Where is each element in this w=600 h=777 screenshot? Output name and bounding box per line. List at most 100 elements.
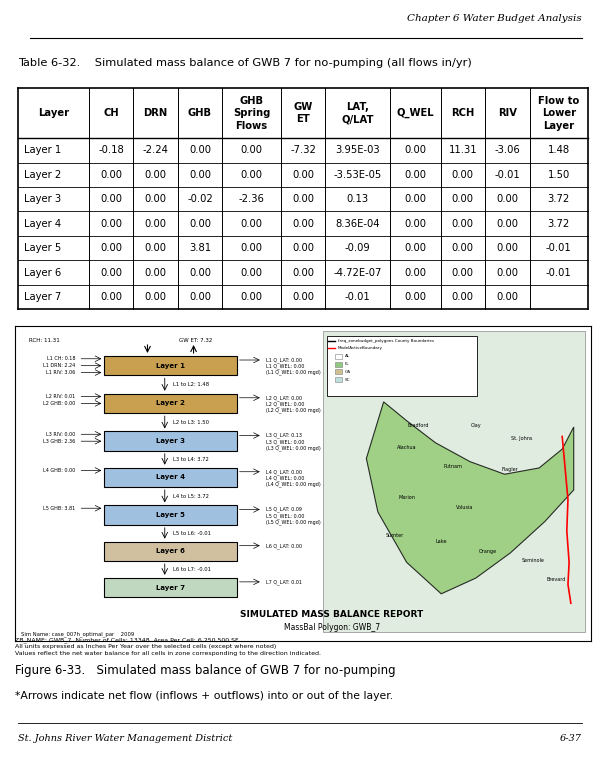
Text: 0.00: 0.00 [145, 243, 166, 253]
Text: Putnam: Putnam [443, 464, 462, 469]
Text: 0.13: 0.13 [347, 194, 368, 204]
Text: L1 CH: 0.18: L1 CH: 0.18 [47, 356, 76, 361]
Text: Layer 3: Layer 3 [23, 194, 61, 204]
Text: L6 to L7: -0.01: L6 to L7: -0.01 [173, 567, 211, 572]
Text: Layer 2: Layer 2 [23, 169, 61, 179]
Text: -0.02: -0.02 [187, 194, 213, 204]
Text: 0.00: 0.00 [241, 292, 262, 302]
Text: LAT,
Q/LAT: LAT, Q/LAT [341, 102, 374, 124]
Text: 0.00: 0.00 [404, 219, 427, 228]
Text: Layer 4: Layer 4 [156, 475, 185, 480]
Text: L4 Q_WEL: 0.00: L4 Q_WEL: 0.00 [266, 476, 304, 481]
Text: 0.00: 0.00 [496, 194, 518, 204]
Text: ZB_NAME: GWB_7  Number of Cells: 13348  Area Per Cell: 6,250,500 SF
All units ex: ZB_NAME: GWB_7 Number of Cells: 13348 Ar… [15, 637, 321, 656]
Text: (L5 Q_WEL: 0.00 mgd): (L5 Q_WEL: 0.00 mgd) [266, 519, 320, 525]
Text: 0.00: 0.00 [145, 268, 166, 277]
Text: GW ET: 7.32: GW ET: 7.32 [179, 338, 212, 343]
Text: -0.01: -0.01 [546, 243, 572, 253]
Text: -0.01: -0.01 [345, 292, 371, 302]
Text: L5 to L6: -0.01: L5 to L6: -0.01 [173, 531, 211, 536]
Text: 0.00: 0.00 [404, 268, 427, 277]
Text: RIV: RIV [498, 108, 517, 118]
Text: (L3 Q_WEL: 0.00 mgd): (L3 Q_WEL: 0.00 mgd) [266, 445, 320, 451]
Text: 0.00: 0.00 [292, 268, 314, 277]
Text: L1 DRN: 2.24: L1 DRN: 2.24 [43, 363, 76, 368]
Text: 0.00: 0.00 [496, 243, 518, 253]
Text: L1 Q_WEL: 0.00: L1 Q_WEL: 0.00 [266, 364, 304, 369]
Text: -7.32: -7.32 [290, 145, 316, 155]
Text: 0.00: 0.00 [404, 194, 427, 204]
Text: 1.48: 1.48 [548, 145, 570, 155]
Text: Layer 7: Layer 7 [156, 584, 185, 591]
Text: -0.09: -0.09 [345, 243, 371, 253]
Text: 0.00: 0.00 [404, 243, 427, 253]
Bar [335, 369, 341, 375]
Text: Layer 4: Layer 4 [23, 219, 61, 228]
Text: L2 RIV: 0.01: L2 RIV: 0.01 [46, 394, 76, 399]
Text: 0.00: 0.00 [100, 219, 122, 228]
Polygon shape [367, 402, 574, 594]
Text: Brevard: Brevard [547, 577, 566, 582]
Text: RCH: 11.31: RCH: 11.31 [29, 338, 60, 343]
Text: 0.00: 0.00 [241, 219, 262, 228]
Text: L2 to L3: 1.50: L2 to L3: 1.50 [173, 420, 209, 425]
Text: L4 Q_LAT: 0.00: L4 Q_LAT: 0.00 [266, 469, 302, 475]
Text: L1 RIV: 3.06: L1 RIV: 3.06 [46, 370, 76, 375]
Text: 0.00: 0.00 [292, 243, 314, 253]
Text: DRN: DRN [143, 108, 167, 118]
Text: 0.00: 0.00 [452, 268, 474, 277]
FancyBboxPatch shape [104, 468, 237, 487]
Text: L3 Q_WEL: 0.00: L3 Q_WEL: 0.00 [266, 439, 304, 444]
Text: Layer 7: Layer 7 [23, 292, 61, 302]
FancyBboxPatch shape [104, 394, 237, 413]
Text: GA: GA [344, 370, 350, 374]
Text: Layer 5: Layer 5 [23, 243, 61, 253]
Text: 0.00: 0.00 [452, 169, 474, 179]
Text: 11.31: 11.31 [449, 145, 477, 155]
FancyBboxPatch shape [104, 578, 237, 598]
Text: Flagler: Flagler [502, 467, 519, 472]
Text: -3.06: -3.06 [494, 145, 520, 155]
Text: 0.00: 0.00 [145, 169, 166, 179]
Text: 0.00: 0.00 [145, 219, 166, 228]
Text: GHB
Spring
Flows: GHB Spring Flows [233, 96, 270, 131]
Text: 0.00: 0.00 [189, 145, 211, 155]
Text: Clay: Clay [470, 423, 481, 428]
Text: 0.00: 0.00 [404, 169, 427, 179]
Text: 0.00: 0.00 [100, 268, 122, 277]
Text: L3 GHB: 2.36: L3 GHB: 2.36 [43, 439, 76, 444]
Text: 3.72: 3.72 [548, 194, 570, 204]
Text: 0.00: 0.00 [189, 268, 211, 277]
Text: 0.00: 0.00 [145, 194, 166, 204]
Text: Lake: Lake [436, 539, 447, 545]
Text: L4 GHB: 0.00: L4 GHB: 0.00 [43, 468, 76, 473]
Text: ModelActiveBoundary: ModelActiveBoundary [338, 347, 383, 350]
Text: 0.00: 0.00 [100, 243, 122, 253]
Text: 0.00: 0.00 [452, 292, 474, 302]
FancyBboxPatch shape [104, 431, 237, 451]
FancyBboxPatch shape [323, 331, 585, 632]
Text: 0.00: 0.00 [145, 292, 166, 302]
Text: Layer 2: Layer 2 [156, 400, 185, 406]
Text: 0.00: 0.00 [241, 145, 262, 155]
Text: -3.53E-05: -3.53E-05 [334, 169, 382, 179]
Text: 3.95E-03: 3.95E-03 [335, 145, 380, 155]
Text: 0.00: 0.00 [100, 194, 122, 204]
Text: 0.00: 0.00 [496, 268, 518, 277]
Bar [335, 361, 341, 367]
Text: (L2 Q_WEL: 0.00 mgd): (L2 Q_WEL: 0.00 mgd) [266, 407, 320, 413]
Text: 0.00: 0.00 [292, 194, 314, 204]
Text: Layer 1: Layer 1 [156, 363, 185, 368]
FancyBboxPatch shape [104, 356, 237, 375]
Text: Figure 6-33.   Simulated mass balance of GWB 7 for no-pumping: Figure 6-33. Simulated mass balance of G… [15, 664, 395, 678]
Text: freq_zonebudget_polygons County Boundaries: freq_zonebudget_polygons County Boundari… [338, 339, 434, 343]
Text: Layer 3: Layer 3 [156, 438, 185, 444]
Text: Chapter 6 Water Budget Analysis: Chapter 6 Water Budget Analysis [407, 14, 582, 23]
Text: L2 GHB: 0.00: L2 GHB: 0.00 [43, 401, 76, 406]
Text: GW
ET: GW ET [293, 102, 313, 124]
Text: Bradford: Bradford [407, 423, 429, 428]
FancyBboxPatch shape [327, 336, 477, 395]
Text: Marion: Marion [398, 496, 415, 500]
Text: -0.01: -0.01 [494, 169, 520, 179]
Text: L1 to L2: 1.48: L1 to L2: 1.48 [173, 382, 209, 387]
